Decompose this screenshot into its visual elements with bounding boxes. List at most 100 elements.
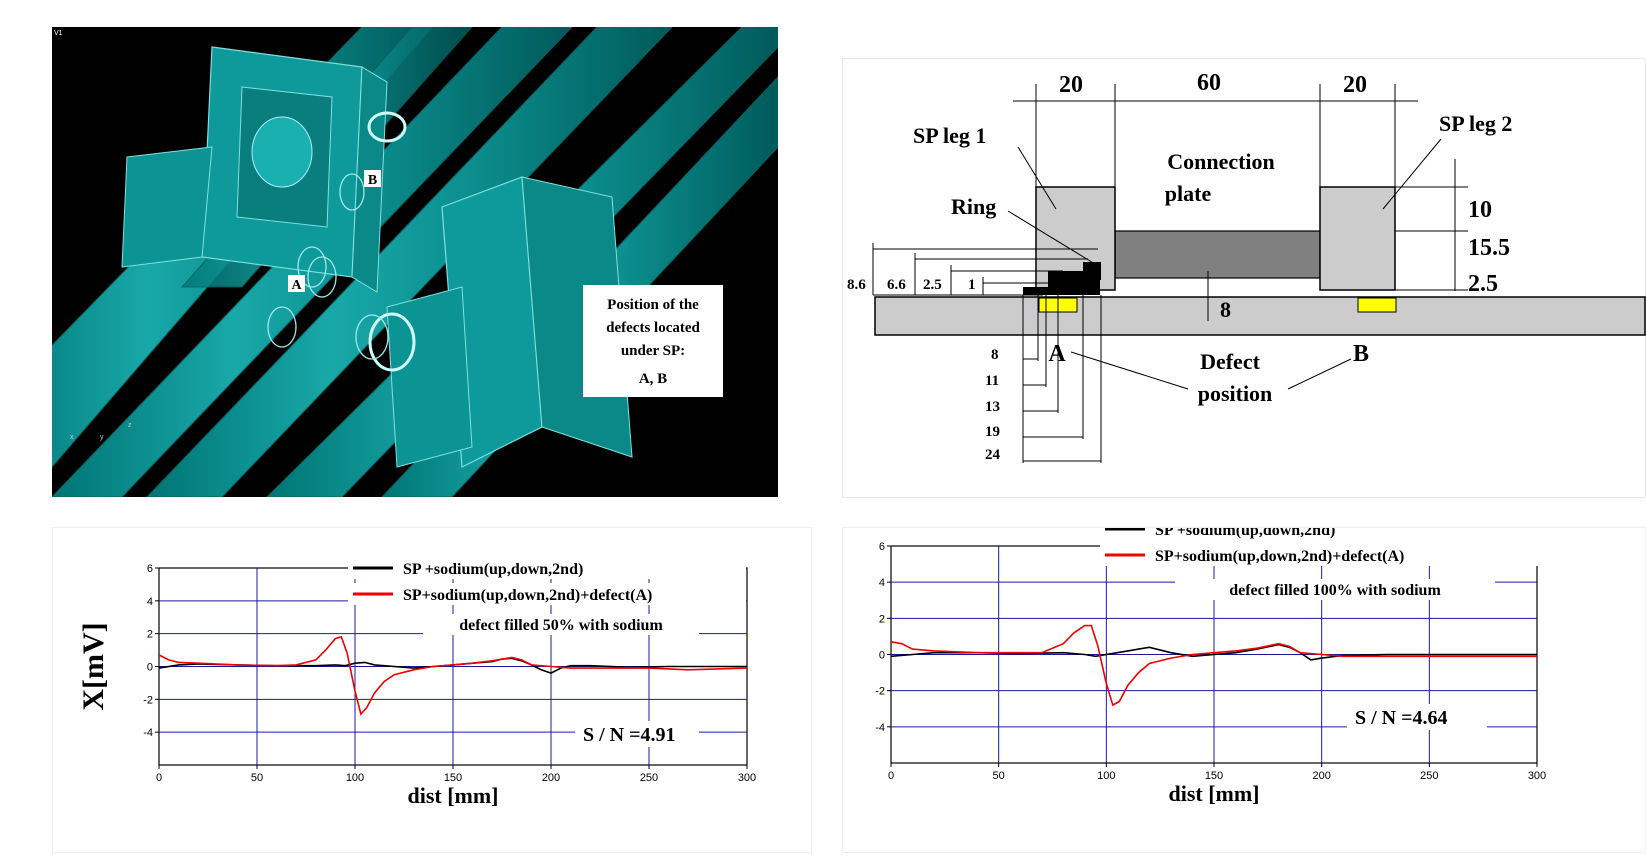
y-axis-label: X[mV] [77,622,110,710]
series-line-1 [158,635,748,716]
dim-top-20-right: 20 [1343,72,1367,98]
dim-depth-24: 24 [985,447,1001,463]
dim-top-60: 60 [1197,70,1221,96]
model-render-panel: V1 x y z B A Position of the defects loc… [52,27,778,497]
x-axis-label: dist [mm] [1168,781,1259,806]
dim-depth-19: 19 [985,424,1000,440]
label-defect-line1: Defect [1200,349,1261,374]
defect-b-mark [1357,297,1397,313]
legend-label-0: SP +sodium(up,down,2nd) [1155,528,1335,539]
axis-triad: x y z [70,422,132,441]
dim-right-10: 10 [1468,197,1492,223]
y-tick-label-1: 4 [147,596,153,608]
ring [1023,262,1101,295]
series-line-1 [890,624,1537,707]
annotation-bg [423,614,699,635]
legend: SP +sodium(up,down,2nd) SP+sodium(up,down… [348,557,746,605]
y-tick-label-5: -4 [143,727,153,739]
chart-50pct: 0 50 100 150 200 250 300 6 4 2 0 -2 -4 dist [mm] X[mV]… [77,557,756,808]
lower-dimension-lines [1022,295,1102,463]
support-plate-left [121,46,388,293]
x-tick-label-0: 0 [156,772,162,784]
axis-label-x: x [70,434,74,441]
x-tick-label-3: 150 [444,772,462,784]
dim-left-2-5: 2.5 [923,277,942,293]
y-tick-label-1: 4 [879,577,885,589]
x-tick-label-5: 250 [640,772,658,784]
x-tick-label-2: 100 [346,772,364,784]
label-defect-b: B [1353,341,1369,367]
y-tick-label-4: -2 [875,686,885,698]
x-axis-label: dist [mm] [407,783,498,808]
x-tick-label-5: 250 [1420,770,1438,782]
label-defect-line2: position [1198,381,1273,406]
x-tick-label-2: 100 [1097,770,1115,782]
label-defect-a: A [1048,341,1066,367]
chart-panel-50pct: 0 50 100 150 200 250 300 6 4 2 0 -2 -4 dist [mm] X[mV]… [52,527,812,853]
axis-label-y: y [100,434,104,441]
dim-gap-8: 8 [1220,297,1231,322]
defect-marker-a: A [288,275,305,293]
defect-marker-b: B [364,170,381,188]
cross-section-svg: 20 60 20 10 15.5 2.5 8 8.6 6.6 [847,70,1646,463]
y-tick-label-0: 6 [879,541,885,553]
x-tick-label-4: 200 [542,772,560,784]
y-tick-label-5: -4 [875,722,885,734]
x-tick-label-1: 50 [251,772,263,784]
annotation-text: defect filled 100% with sodium [1229,582,1441,599]
svg-text:B: B [368,173,377,188]
sn-bg [1347,704,1487,730]
legend-label-1: SP+sodium(up,down,2nd)+defect(A) [1155,548,1404,565]
dim-left-6-6: 6.6 [887,277,906,293]
y-tick-label-2: 2 [147,629,153,641]
y-tick-label-0: 6 [147,563,153,575]
y-tick-label-2: 2 [879,613,885,625]
x-tick-label-4: 200 [1312,770,1330,782]
y-tick-label-4: -2 [143,694,153,706]
legend-bg-1 [348,583,746,605]
cross-section-diagram: 20 60 20 10 15.5 2.5 8 8.6 6.6 [842,58,1646,498]
x-tick-label-3: 150 [1205,770,1223,782]
defect-note-box: Position of the defects located under SP… [583,285,723,397]
svg-text:under SP:: under SP: [621,343,685,359]
x-tick-label-0: 0 [888,770,894,782]
dim-left-1: 1 [968,277,976,293]
sn-text: S / N =4.64 [1355,707,1448,729]
x-tick-label-1: 50 [993,770,1005,782]
label-connection-line2: plate [1165,181,1212,206]
dim-depth-8: 8 [991,347,999,363]
sp-leg-2 [1319,186,1396,291]
dim-left-8-6: 8.6 [847,277,866,293]
connection-plate [1114,230,1321,279]
svg-text:A: A [291,278,302,293]
x-tick-label-6: 300 [1528,770,1546,782]
dim-depth-13: 13 [985,399,1000,415]
legend-label-0: SP +sodium(up,down,2nd) [403,561,583,578]
dim-right-2-5: 2.5 [1468,271,1498,297]
label-sp-leg-1: SP leg 1 [913,123,986,148]
legend-bg-0 [348,557,746,579]
x-tick-label-6: 300 [738,772,756,784]
y-tick-label-3: 0 [879,650,885,662]
annotation-bg [1175,579,1495,600]
legend-bg-1 [1100,544,1540,566]
svg-text:Position of the: Position of the [607,297,699,313]
svg-text:A, B: A, B [639,371,667,387]
svg-text:defects located: defects located [606,320,700,336]
dim-top-20-left: 20 [1059,72,1083,98]
axis-label-z: z [128,422,132,429]
dim-right-15-5: 15.5 [1468,235,1510,261]
left-dimension-lines [872,243,1098,296]
legend: SP +sodium(up,down,2nd) SP+sodium(up,down… [1100,518,1540,566]
right-dimension-lines [1320,159,1468,291]
model-render: V1 x y z B A Position of the defects loc… [52,27,778,497]
base-plate [874,296,1646,336]
y-tick-label-3: 0 [147,662,153,674]
annotation-text: defect filled 50% with sodium [459,617,663,634]
label-connection-line1: Connection [1167,149,1275,174]
legend-label-1: SP+sodium(up,down,2nd)+defect(A) [403,587,652,604]
sn-bg [575,721,699,747]
view-label: V1 [54,30,63,37]
